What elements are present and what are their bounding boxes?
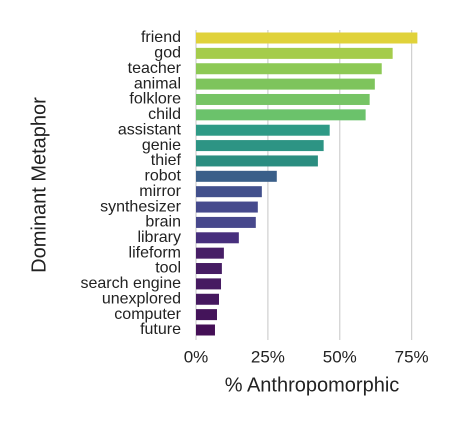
bar (196, 170, 277, 182)
y-tick-label: unexplored (102, 290, 181, 307)
y-tick-label: library (137, 229, 181, 246)
bar (196, 78, 375, 90)
y-tick-label: animal (134, 75, 181, 92)
bar (196, 232, 239, 244)
y-tick-label: mirror (139, 183, 181, 200)
y-tick-label: god (154, 45, 181, 62)
bar (196, 293, 219, 305)
y-tick-label: thief (151, 152, 182, 169)
bar (196, 63, 382, 75)
y-tick-label: friend (141, 29, 181, 46)
bar (196, 140, 324, 152)
y-tick-label: teacher (128, 60, 182, 77)
x-axis-label: % Anthropomorphic (225, 374, 400, 396)
bar (196, 124, 330, 136)
bar (196, 201, 258, 213)
bar (196, 93, 370, 105)
y-tick-label: future (140, 321, 181, 338)
y-axis-label: Dominant Metaphor (28, 97, 50, 273)
x-tick-label: 0% (184, 347, 209, 366)
x-tick-label: 75% (395, 347, 429, 366)
bar (196, 324, 215, 336)
bar (196, 155, 318, 167)
y-tick-label: search engine (80, 275, 181, 292)
bar (196, 263, 222, 275)
bar (196, 247, 224, 259)
x-tick-label: 50% (323, 347, 357, 366)
bar (196, 309, 217, 321)
bar (196, 47, 393, 59)
x-tick-label: 25% (251, 347, 285, 366)
y-tick-label: folklore (129, 91, 181, 108)
bar (196, 278, 222, 290)
bar (196, 109, 366, 121)
bar (196, 32, 418, 44)
y-tick-label: lifeform (129, 244, 181, 261)
y-tick-label: assistant (118, 121, 182, 138)
y-tick-label: brain (145, 214, 181, 231)
y-tick-label: genie (142, 137, 181, 154)
y-tick-label: robot (145, 168, 182, 185)
y-tick-label: synthesizer (100, 198, 182, 215)
y-tick-label: computer (114, 306, 181, 323)
y-tick-label: tool (155, 260, 181, 277)
y-tick-label: child (148, 106, 181, 123)
bar (196, 186, 262, 198)
bar (196, 216, 256, 228)
